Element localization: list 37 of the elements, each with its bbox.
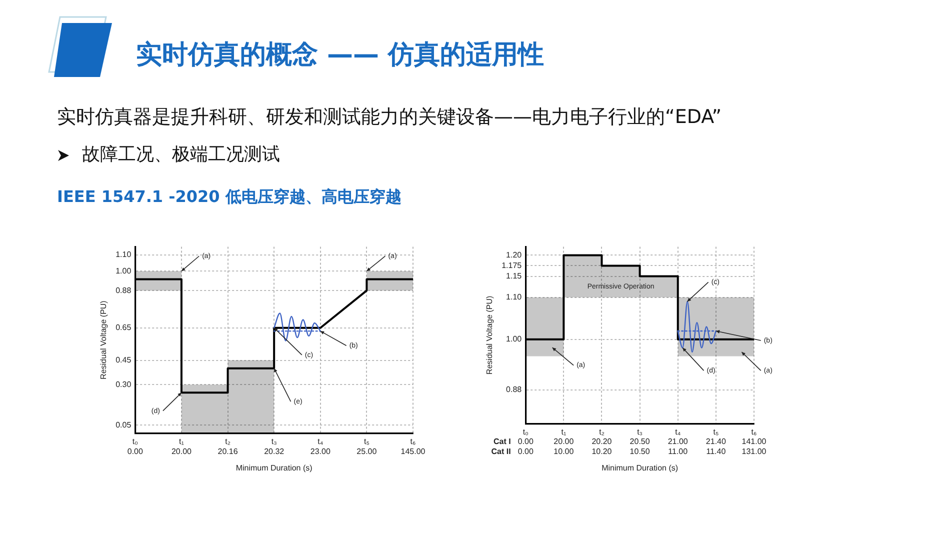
x-tick-label: t₃ 20.32: [264, 437, 285, 456]
y-tick-label: 1.15: [506, 271, 522, 280]
x-tick-label: t₆ 141.00 131.00: [742, 428, 767, 456]
x-tick-label: t₄ 23.00: [310, 437, 331, 456]
y-axis-title: Residual Voltage (PU): [485, 296, 494, 375]
text: Cat II: [491, 446, 511, 456]
x-tick-label: t₄ 21.00 11.00: [668, 428, 688, 456]
x-axis-title: Minimum Duration (s): [236, 463, 313, 472]
y-tick-label: 1.20: [506, 250, 522, 260]
y-tick-label: 1.00: [506, 334, 522, 344]
y-axis-title: Residual Voltage (PU): [99, 300, 108, 380]
y-tick-label: 1.10: [116, 250, 132, 260]
text: 实时仿真器是提升科研、研发和测试能力的关键设备——电力电子行业的“EDA”: [57, 105, 722, 129]
x-tick-label: t₅ 25.00: [356, 437, 378, 456]
x-tick-label: t₆ 145.00: [400, 437, 426, 456]
y-tick-label: 0.88: [116, 286, 132, 295]
y-tick-label: 0.05: [116, 420, 132, 430]
x-tick-label: t₃ 20.50 10.50: [630, 428, 650, 456]
text: 实时仿真的概念 —— 仿真的适用性: [136, 40, 544, 70]
y-tick-label: 0.45: [116, 355, 132, 364]
x-tick-label: t₀ 0.00 0.00: [518, 428, 534, 456]
y-tick-label: 0.30: [116, 380, 132, 389]
y-tick-label: 1.175: [502, 260, 522, 270]
x-tick-label: t₀ 0.00: [127, 437, 144, 456]
x-tick-label: t₂ 20.20 10.20: [592, 428, 612, 456]
y-tick-label: 0.65: [116, 323, 132, 332]
x-tick-label: t₅ 21.40 11.40: [706, 428, 726, 456]
x-tick-label: t₁ 20.00 10.00: [554, 428, 574, 456]
text: IEEE 1547.1 -2020 低电压穿越、高电压穿越: [57, 186, 402, 208]
y-tick-label: 1.10: [506, 292, 522, 302]
y-tick-label: 0.88: [506, 385, 522, 394]
text: 故障工况、极端工况测试: [82, 143, 280, 167]
x-tick-label: t₁ 20.00: [171, 437, 192, 456]
text: Cat I: [493, 437, 511, 446]
y-tick-label: 1.00: [116, 266, 132, 276]
x-axis-title: Minimum Duration (s): [602, 463, 678, 472]
x-tick-label: t₂ 20.16: [218, 437, 238, 456]
